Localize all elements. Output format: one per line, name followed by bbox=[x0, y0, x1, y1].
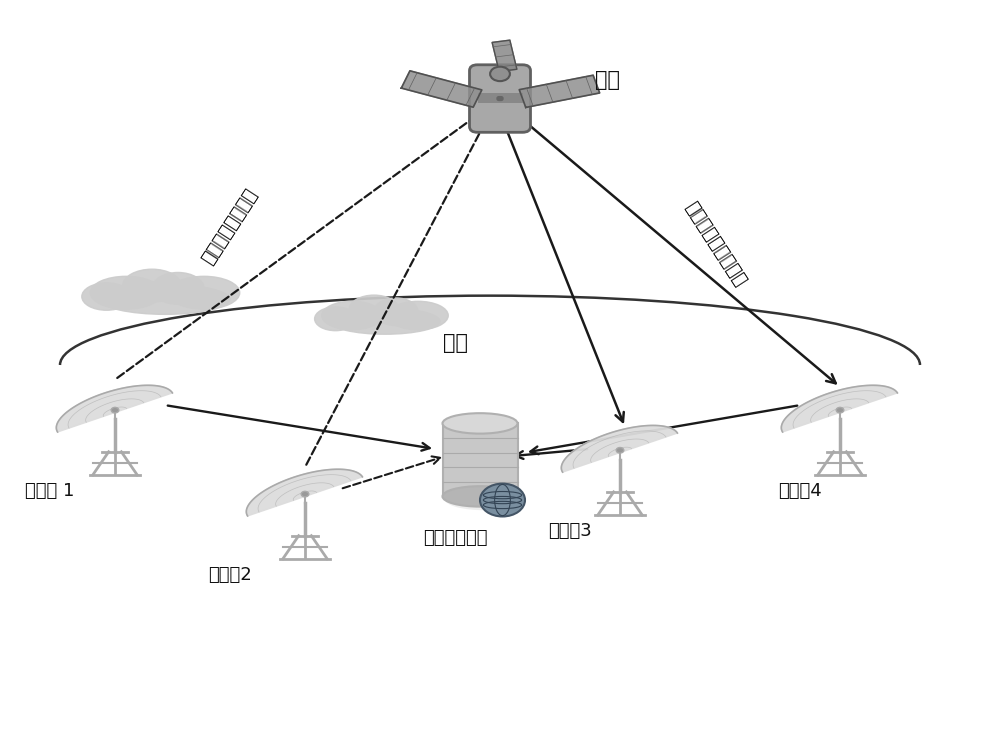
Ellipse shape bbox=[330, 308, 440, 334]
Ellipse shape bbox=[111, 407, 119, 413]
Text: 地面数据中心: 地面数据中心 bbox=[423, 529, 487, 548]
FancyBboxPatch shape bbox=[478, 93, 522, 103]
Polygon shape bbox=[442, 423, 518, 496]
Ellipse shape bbox=[349, 295, 399, 323]
Ellipse shape bbox=[498, 97, 504, 101]
Ellipse shape bbox=[442, 486, 518, 507]
Polygon shape bbox=[781, 385, 897, 432]
Text: 不经过云层的光链路: 不经过云层的光链路 bbox=[681, 199, 749, 290]
FancyBboxPatch shape bbox=[470, 65, 530, 132]
Ellipse shape bbox=[301, 491, 309, 497]
Text: 地面站 1: 地面站 1 bbox=[25, 482, 75, 500]
Polygon shape bbox=[246, 469, 362, 516]
Ellipse shape bbox=[496, 97, 502, 101]
Ellipse shape bbox=[123, 269, 181, 302]
Ellipse shape bbox=[616, 447, 624, 453]
Ellipse shape bbox=[442, 413, 518, 434]
Ellipse shape bbox=[498, 96, 504, 100]
Ellipse shape bbox=[374, 298, 418, 326]
Text: 经过云层的光链路: 经过云层的光链路 bbox=[199, 185, 261, 267]
Text: 地面站3: 地面站3 bbox=[548, 522, 592, 540]
Polygon shape bbox=[56, 385, 172, 432]
Ellipse shape bbox=[496, 96, 502, 100]
Ellipse shape bbox=[388, 301, 448, 330]
Ellipse shape bbox=[152, 272, 204, 304]
Polygon shape bbox=[492, 40, 517, 72]
Ellipse shape bbox=[168, 277, 240, 310]
Text: 地面站4: 地面站4 bbox=[778, 482, 822, 500]
Ellipse shape bbox=[490, 66, 510, 81]
Text: 云层: 云层 bbox=[442, 333, 468, 353]
Text: 地面站2: 地面站2 bbox=[208, 566, 252, 584]
Ellipse shape bbox=[315, 307, 356, 331]
Ellipse shape bbox=[322, 301, 382, 330]
Polygon shape bbox=[519, 75, 600, 107]
Ellipse shape bbox=[82, 283, 131, 310]
Ellipse shape bbox=[480, 483, 525, 517]
Ellipse shape bbox=[836, 407, 844, 413]
Polygon shape bbox=[401, 71, 482, 107]
Text: 卫星: 卫星 bbox=[595, 70, 620, 91]
Polygon shape bbox=[561, 426, 677, 472]
Ellipse shape bbox=[446, 490, 524, 510]
Ellipse shape bbox=[90, 277, 162, 310]
Ellipse shape bbox=[100, 284, 230, 315]
